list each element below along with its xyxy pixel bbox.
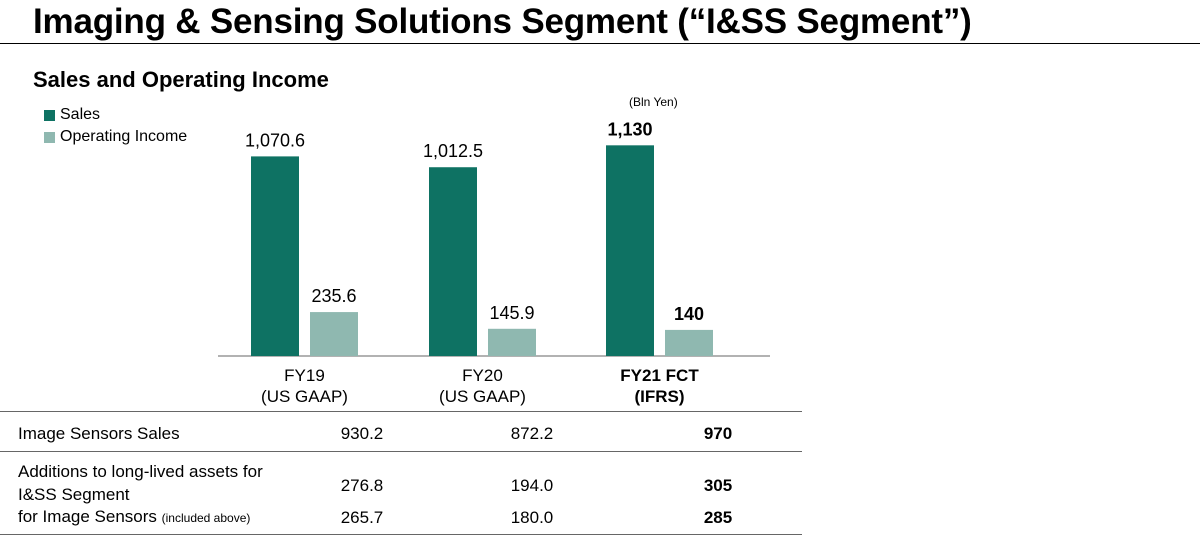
table-rule-middle: [0, 451, 802, 452]
table-cell: 265.7: [340, 508, 384, 527]
table-cell: 194.0: [510, 476, 554, 495]
table-row-label-note: (included above): [161, 511, 251, 525]
bar-sales: [251, 156, 299, 356]
bar-operating-income: [310, 312, 358, 356]
data-label-operating-income: 235.6: [311, 286, 356, 306]
x-tick-label: (IFRS): [634, 387, 684, 406]
table-row-label: Image Sensors Sales: [18, 424, 180, 443]
legend-label-sales: Sales: [60, 106, 101, 123]
legend-item-operating-income: Operating Income: [44, 126, 187, 148]
chart-subtitle: Sales and Operating Income: [33, 67, 329, 92]
table-cell: 180.0: [510, 508, 554, 527]
chart-legend: Sales Operating Income: [44, 104, 187, 148]
legend-item-sales: Sales: [44, 104, 187, 126]
data-label-sales: 1,070.6: [245, 130, 305, 150]
bar-operating-income: [488, 328, 536, 356]
table-cell: 930.2: [340, 424, 384, 443]
table-row-label: for Image Sensors (included above): [18, 507, 250, 527]
legend-swatch-operating-income: [44, 131, 55, 143]
table-row-label-text: for Image Sensors: [18, 507, 157, 526]
title-divider: [0, 43, 1200, 44]
bar-operating-income: [665, 329, 713, 356]
bar-sales: [606, 145, 654, 356]
data-label-sales: 1,012.5: [423, 141, 483, 161]
table-cell: 285: [703, 508, 733, 527]
x-tick-label: FY20: [462, 366, 503, 385]
legend-swatch-sales: [44, 109, 55, 121]
page-title: Imaging & Sensing Solutions Segment (“I&…: [33, 2, 972, 41]
table-row-label: Additions to long-lived assets for: [18, 462, 263, 481]
table-rule-bottom: [0, 534, 802, 535]
table-cell: 276.8: [340, 476, 384, 495]
x-tick-label: (US GAAP): [439, 387, 526, 406]
table-row-label: I&SS Segment: [18, 485, 130, 504]
x-tick-label: FY19: [284, 366, 325, 385]
legend-label-operating-income: Operating Income: [60, 128, 188, 145]
table-rule-top: [0, 411, 802, 412]
unit-label: (Bln Yen): [629, 95, 678, 109]
table-cell: 970: [703, 424, 733, 443]
data-label-sales: 1,130: [607, 119, 652, 139]
table-cell: 305: [703, 476, 733, 495]
x-tick-label: FY21 FCT: [620, 366, 699, 385]
table-cell: 872.2: [510, 424, 554, 443]
x-tick-label: (US GAAP): [261, 387, 348, 406]
data-label-operating-income: 140: [674, 304, 704, 324]
data-label-operating-income: 145.9: [489, 303, 534, 323]
bar-sales: [429, 167, 477, 356]
bar-chart: 1,070.6 235.6 FY19 (US GAAP) 1,012.5 145.9 FY2…: [218, 119, 770, 406]
